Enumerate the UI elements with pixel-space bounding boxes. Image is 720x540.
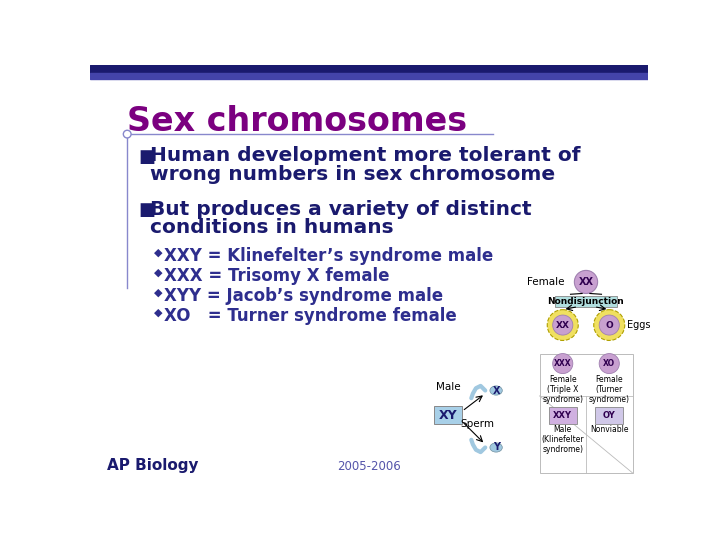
Circle shape: [599, 315, 619, 335]
Circle shape: [547, 309, 578, 340]
Circle shape: [553, 354, 573, 374]
Ellipse shape: [490, 443, 503, 452]
Ellipse shape: [490, 386, 503, 395]
Text: Eggs: Eggs: [627, 320, 651, 330]
FancyBboxPatch shape: [549, 407, 577, 423]
FancyBboxPatch shape: [595, 407, 624, 423]
Text: Male
(Klinefelter
syndrome): Male (Klinefelter syndrome): [541, 425, 584, 454]
Text: ◆: ◆: [153, 247, 162, 257]
Text: Y: Y: [492, 442, 500, 453]
Text: AP Biology: AP Biology: [107, 458, 199, 473]
Text: XXX = Trisomy X female: XXX = Trisomy X female: [164, 267, 390, 285]
Bar: [90, 65, 648, 72]
FancyBboxPatch shape: [555, 296, 617, 307]
Text: Female
(Turner
syndrome): Female (Turner syndrome): [589, 375, 630, 404]
Circle shape: [599, 354, 619, 374]
Text: X: X: [492, 386, 500, 395]
Text: ■: ■: [138, 201, 155, 219]
Text: ◆: ◆: [153, 307, 162, 318]
Text: But produces a variety of distinct: But produces a variety of distinct: [150, 200, 532, 219]
Text: XYY = Jacob’s syndrome male: XYY = Jacob’s syndrome male: [164, 287, 444, 305]
Text: Sperm: Sperm: [461, 419, 495, 429]
Bar: [539, 354, 632, 473]
Text: XY: XY: [438, 409, 457, 422]
Text: XXY = Klinefelter’s syndrome male: XXY = Klinefelter’s syndrome male: [164, 247, 494, 265]
Text: Nondisjunction: Nondisjunction: [548, 296, 624, 306]
Circle shape: [123, 130, 131, 138]
Text: wrong numbers in sex chromosome: wrong numbers in sex chromosome: [150, 165, 556, 184]
Text: XXY: XXY: [553, 410, 572, 420]
Circle shape: [575, 271, 598, 294]
Text: Human development more tolerant of: Human development more tolerant of: [150, 146, 581, 165]
Text: XX: XX: [578, 277, 593, 287]
Circle shape: [594, 309, 625, 340]
Text: ◆: ◆: [153, 287, 162, 298]
Text: Nonviable: Nonviable: [590, 425, 629, 434]
Text: OY: OY: [603, 410, 616, 420]
Text: ◆: ◆: [153, 267, 162, 278]
Text: conditions in humans: conditions in humans: [150, 218, 394, 237]
Text: ■: ■: [138, 148, 155, 166]
Text: XO   = Turner syndrome female: XO = Turner syndrome female: [164, 307, 457, 325]
Circle shape: [553, 315, 573, 335]
Text: O: O: [606, 321, 613, 329]
Text: Female
(Triple X
syndrome): Female (Triple X syndrome): [542, 375, 583, 404]
Text: XXX: XXX: [554, 359, 572, 368]
FancyBboxPatch shape: [434, 406, 462, 424]
Text: Female: Female: [527, 277, 564, 287]
Text: Male: Male: [436, 382, 460, 392]
Text: XO: XO: [603, 359, 616, 368]
Text: 2005-2006: 2005-2006: [337, 460, 401, 473]
Bar: [90, 72, 648, 79]
Text: Sex chromosomes: Sex chromosomes: [127, 105, 467, 138]
Text: XX: XX: [556, 321, 570, 329]
